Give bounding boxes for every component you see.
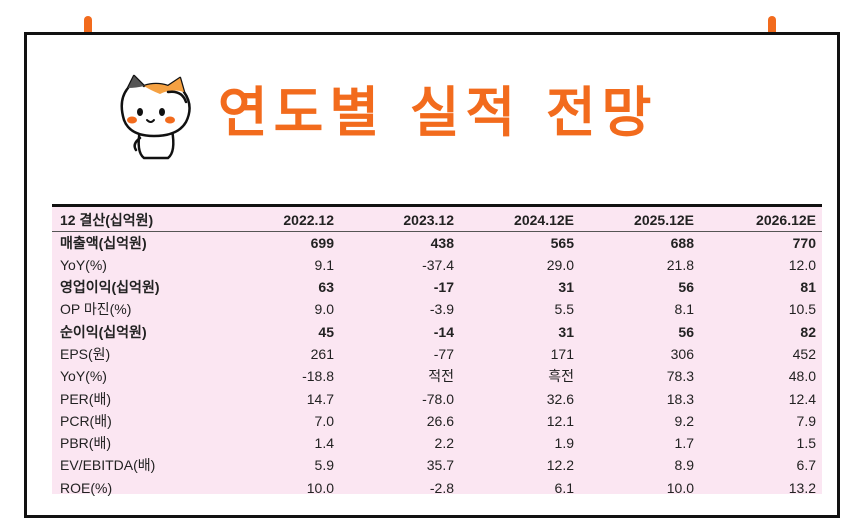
table-cell: 1.4 [314,435,334,452]
row-label: YoY(%) [60,368,107,385]
table-row: EV/EBITDA(배) 5.9 35.7 12.2 8.9 6.7 [52,454,822,476]
table-header-row: 12 결산(십억원) 2022.12 2023.12 2024.12E 2025… [52,209,822,232]
calico-cat-icon [120,74,191,160]
row-label: PBR(배) [60,435,111,452]
table-row: 순이익(십억원) 45 -14 31 56 82 [52,320,822,342]
row-label: EPS(원) [60,345,111,362]
table-cell: 699 [310,234,334,251]
table-row: PCR(배) 7.0 26.6 12.1 9.2 7.9 [52,410,822,432]
table-cell: 10.5 [788,301,816,318]
table-row: YoY(%) 9.1 -37.4 29.0 21.8 12.0 [52,254,822,276]
table-cell: 7.0 [314,412,334,429]
table-cell: 171 [550,345,574,362]
table-cell: -2.8 [429,479,454,496]
table-cell: 21.8 [666,256,694,273]
table-cell: 10.0 [666,479,694,496]
table-cell: 78.3 [666,368,694,385]
row-label: OP 마진(%) [60,301,132,318]
row-label: 순이익(십억원) [60,323,147,340]
table-cell: 6.7 [796,457,816,474]
table-cell: -78.0 [422,390,454,407]
table-cell: 18.3 [666,390,694,407]
table-cell: 7.9 [796,412,816,429]
table-row: YoY(%) -18.8 적전 흑전 78.3 48.0 [52,365,822,387]
row-label: PCR(배) [60,412,112,429]
column-header: 2023.12 [403,211,454,228]
table-cell: 적전 [428,368,454,385]
column-header: 2024.12E [514,211,574,228]
table-cell: -37.4 [422,256,454,273]
table-cell: 31 [558,279,574,296]
table-cell: -14 [433,323,454,340]
table-row: ROE(%) 10.0 -2.8 6.1 10.0 13.2 [52,477,822,499]
row-label: PER(배) [60,390,111,407]
table-row: 매출액(십억원) 699 438 565 688 770 [52,231,822,253]
table-cell: -77 [433,345,454,362]
table-cell: 32.6 [546,390,574,407]
table-cell: 14.7 [306,390,334,407]
table-cell: 306 [670,345,694,362]
table-cell: 45 [318,323,334,340]
table-row: EPS(원) 261 -77 171 306 452 [52,343,822,365]
row-label: EV/EBITDA(배) [60,457,156,474]
table-cell: 10.0 [306,479,334,496]
table-cell: 8.1 [674,301,694,318]
table-cell: 82 [800,323,816,340]
forecast-table: 12 결산(십억원) 2022.12 2023.12 2024.12E 2025… [52,209,822,499]
table-cell: 688 [670,234,694,251]
table-cell: 48.0 [788,368,816,385]
table-cell: 1.9 [554,435,574,452]
table-cell: 9.1 [314,256,334,273]
table-row: PER(배) 14.7 -78.0 32.6 18.3 12.4 [52,387,822,409]
table-cell: 2.2 [434,435,454,452]
table-cell: 9.2 [674,412,694,429]
table-cell: 6.1 [554,479,574,496]
column-header: 12 결산(십억원) [60,211,154,228]
table-cell: 8.9 [674,457,694,474]
table-cell: 12.4 [788,390,816,407]
table-cell: 1.5 [796,435,816,452]
row-label: 영업이익(십억원) [60,279,160,296]
table-cell: -17 [433,279,454,296]
table-cell: 452 [792,345,816,362]
column-header: 2022.12 [283,211,334,228]
table-cell: -3.9 [429,301,454,318]
table-row: OP 마진(%) 9.0 -3.9 5.5 8.1 10.5 [52,298,822,320]
table-cell: 12.2 [546,457,574,474]
table-cell: 12.0 [788,256,816,273]
table-cell: 81 [800,279,816,296]
page-title: 연도별 실적 전망 [218,81,658,144]
table-cell: 5.5 [554,301,574,318]
table-cell: 438 [430,234,454,251]
table-cell: 56 [678,323,694,340]
table-top-rule [52,204,822,207]
table-cell: 56 [678,279,694,296]
table-cell: 63 [318,279,334,296]
table-cell: 261 [310,345,334,362]
row-label: 매출액(십억원) [60,234,147,251]
table-cell: 565 [550,234,574,251]
table-row: PBR(배) 1.4 2.2 1.9 1.7 1.5 [52,432,822,454]
table-cell: 1.7 [674,435,694,452]
row-label: ROE(%) [60,479,113,496]
table-cell: 5.9 [314,457,334,474]
column-header: 2025.12E [634,211,694,228]
forecast-table-panel: 12 결산(십억원) 2022.12 2023.12 2024.12E 2025… [52,204,822,496]
table-row: 영업이익(십억원) 63 -17 31 56 81 [52,276,822,298]
table-cell: 26.6 [426,412,454,429]
table-cell: -18.8 [302,368,334,385]
table-cell: 29.0 [546,256,574,273]
column-header: 2026.12E [756,211,816,228]
table-cell: 35.7 [426,457,454,474]
row-label: YoY(%) [60,256,107,273]
table-cell: 9.0 [314,301,334,318]
table-cell: 13.2 [788,479,816,496]
table-cell: 770 [792,234,816,251]
table-cell: 12.1 [546,412,574,429]
table-cell: 흑전 [548,368,574,385]
table-cell: 31 [558,323,574,340]
